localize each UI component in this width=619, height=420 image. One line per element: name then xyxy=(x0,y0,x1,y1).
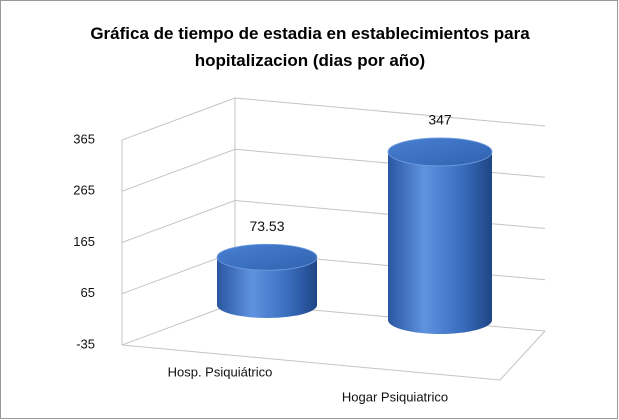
cylinder-top xyxy=(216,243,318,271)
chart-title: Gráfica de tiempo de estadia en establec… xyxy=(90,24,530,70)
y-tick-label: -35 xyxy=(76,336,95,351)
floor xyxy=(121,330,546,381)
x-tick-label: Hogar Psiquiatrico xyxy=(342,389,448,404)
data-label: 347 xyxy=(428,112,452,128)
y-tick-label: 165 xyxy=(73,234,95,249)
y-tick-label: 265 xyxy=(73,183,95,198)
y-tick-label: 65 xyxy=(81,285,95,300)
cylinder-body xyxy=(217,257,317,318)
x-tick-label: Hosp. Psiquiátrico xyxy=(168,364,273,379)
data-label: 73.53 xyxy=(249,218,284,234)
cylinder-body xyxy=(388,151,492,334)
grid-line xyxy=(121,97,546,141)
cylinder-top xyxy=(387,137,493,167)
y-tick-label: 365 xyxy=(73,131,95,146)
